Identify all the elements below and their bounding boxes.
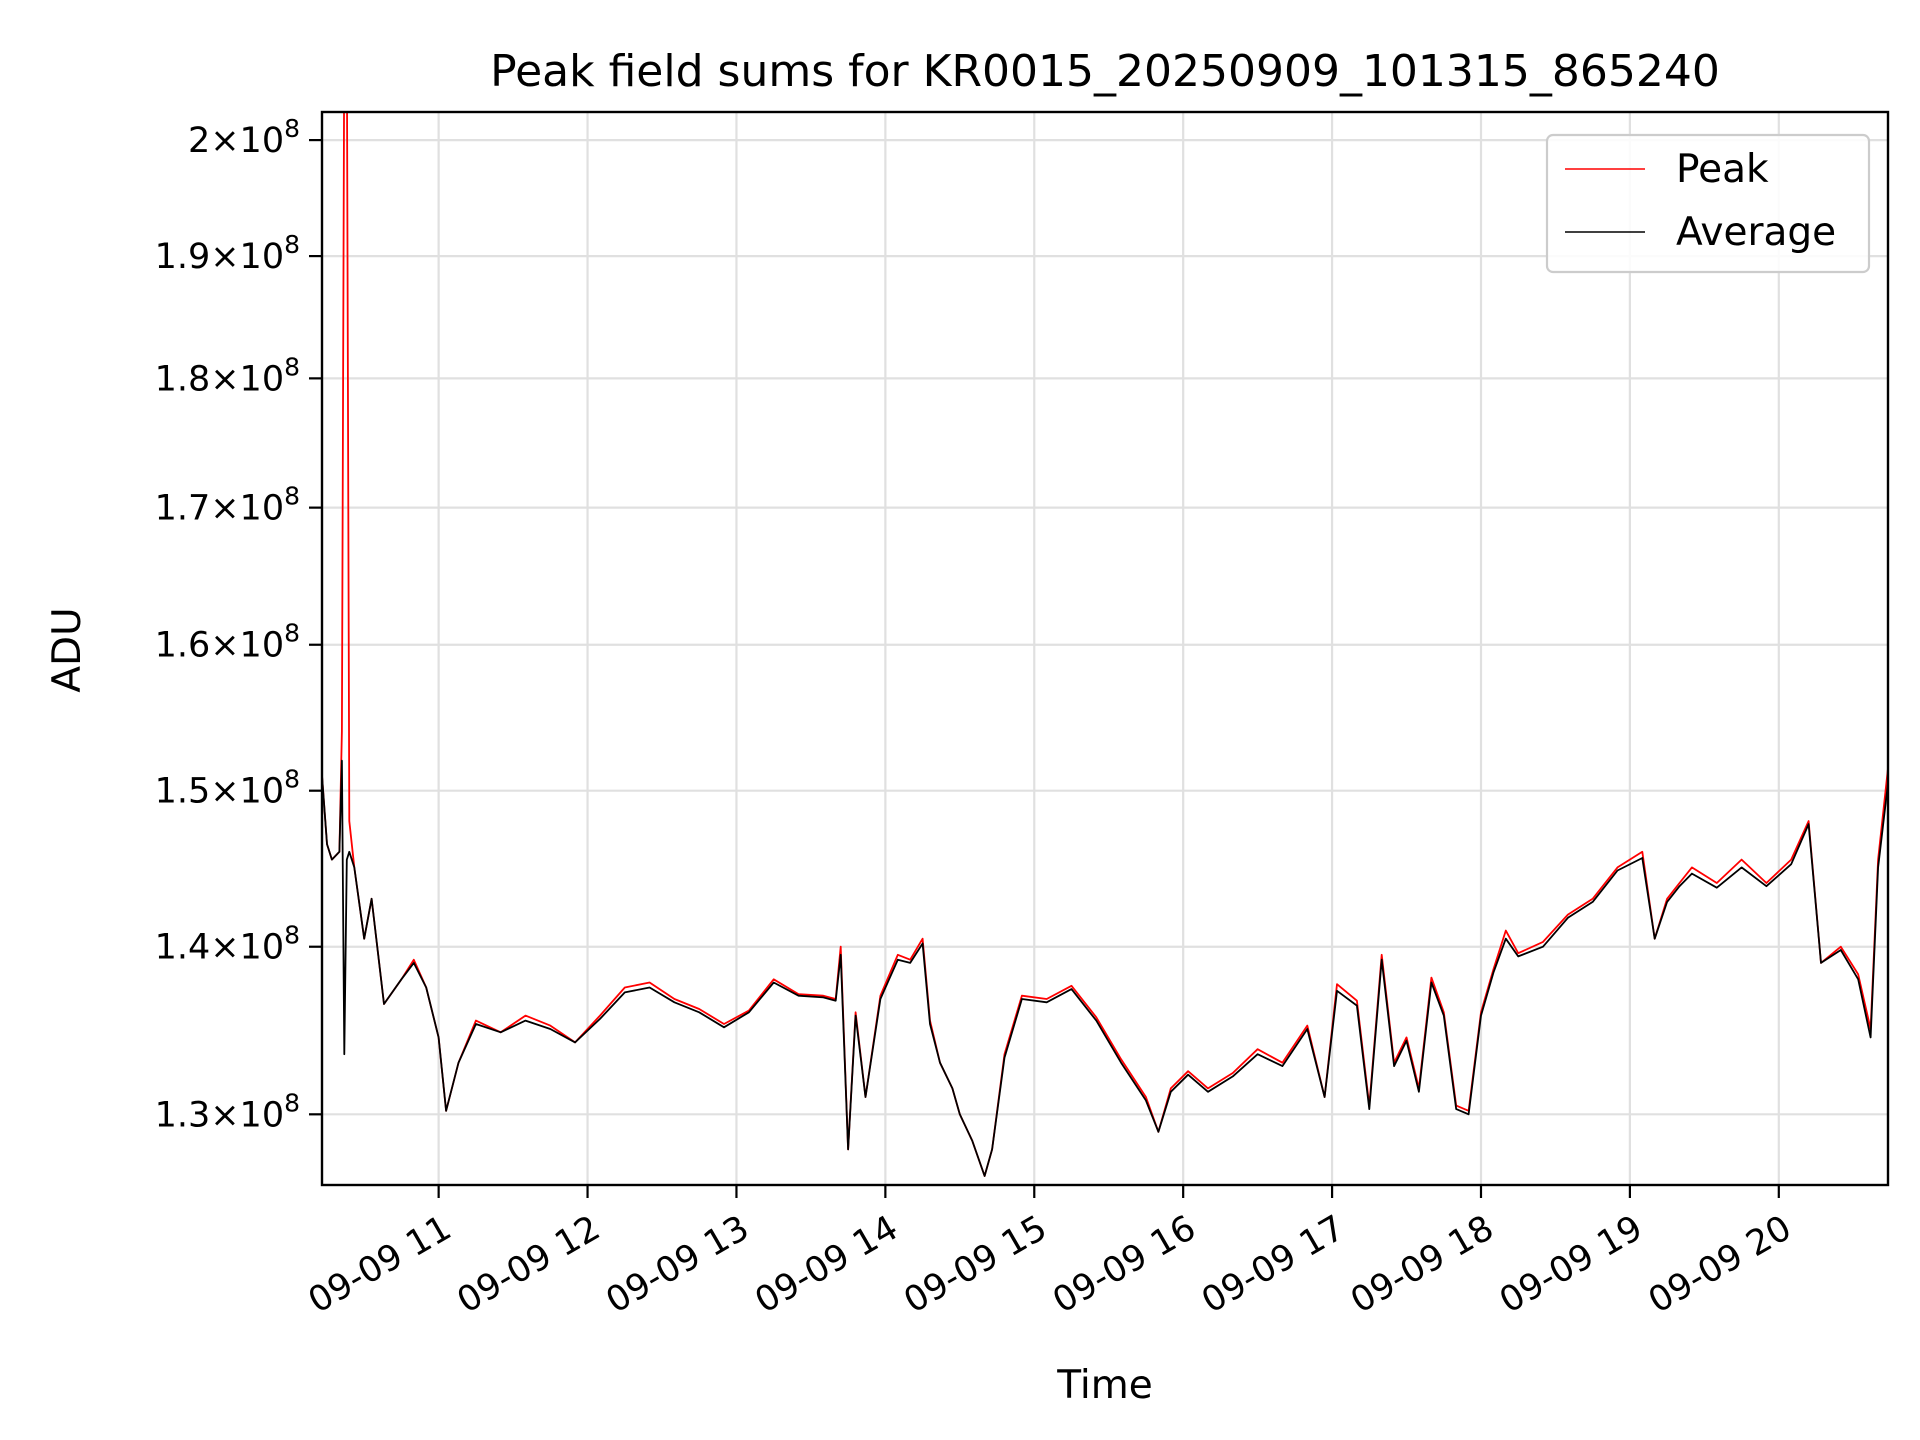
y-tick-label: 1.5×108 (155, 765, 300, 812)
legend: Peak Average (1545, 133, 1871, 274)
y-tick-label: 1.8×108 (155, 352, 300, 399)
legend-label-peak: Peak (1676, 147, 1769, 192)
y-tick-label: 1.6×108 (155, 619, 300, 666)
y-tick-label: 1.7×108 (155, 482, 300, 529)
y-tick-label: 1.3×108 (155, 1088, 300, 1135)
y-axis-label: ADU (45, 607, 90, 692)
y-axis-ticks: 1.3×108 1.4×108 1.5×108 1.6×108 1.7×108 1.8×1… (155, 114, 322, 1135)
plot-series (322, 112, 1888, 1177)
y-tick-label: 1.4×108 (155, 921, 300, 968)
grid-lines (322, 112, 1888, 1185)
chart-title: Peak field sums for KR0015_20250909_1013… (490, 46, 1720, 97)
plot-frame (320, 110, 1890, 1187)
x-axis-label: Time (1056, 1363, 1152, 1408)
y-tick-label: 1.9×108 (155, 230, 300, 277)
legend-label-average: Average (1676, 210, 1836, 255)
series-line-average (322, 759, 1888, 1177)
y-tick-label: 2×108 (188, 114, 300, 161)
